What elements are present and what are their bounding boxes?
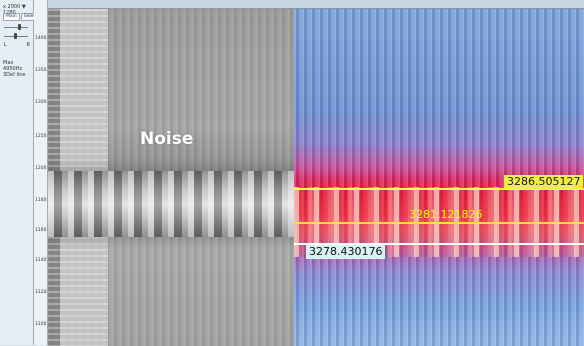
grayscale-spectrogram xyxy=(48,9,294,346)
axis-tick-label: 1180 xyxy=(35,198,47,203)
upper-frequency-tag: 3286.505127 xyxy=(504,175,584,189)
color-spectrogram: 3286.505127 3281.121826 3278.430176 xyxy=(294,9,584,346)
axis-tick-label: 1250 xyxy=(35,134,47,139)
slider-label-left: L xyxy=(4,42,7,48)
slider-labels: L R xyxy=(4,42,30,48)
upper-frequency-marker-line[interactable] xyxy=(294,188,584,190)
middle-frequency-tag: 3281.121826 xyxy=(409,208,483,221)
spectrogram-view[interactable]: Noise 3286.505127 3281.121826 3278.43017… xyxy=(48,8,584,346)
axis-tick-label: 1120 xyxy=(35,290,47,295)
tab-main[interactable]: Main xyxy=(3,13,20,21)
top-toolbar-strip xyxy=(0,0,584,8)
noise-label: Noise xyxy=(140,129,194,149)
axis-tick-label: 1140 xyxy=(35,258,47,263)
lower-frequency-marker-line[interactable] xyxy=(294,243,584,245)
control-tabs: Main Select xyxy=(3,13,41,21)
info-text: Max 4950Hz 3Def line xyxy=(3,60,26,78)
contrast-slider[interactable] xyxy=(4,33,28,39)
gain-slider[interactable] xyxy=(4,24,28,30)
slider-thumb[interactable] xyxy=(14,33,17,39)
axis-tick-label: 1160 xyxy=(35,228,47,233)
slider-label-right: R xyxy=(26,42,30,48)
axis-tick-label: 1200 xyxy=(35,166,47,171)
control-panel: x 2000 ▼ 1280 Main Select L R Max 4950Hz… xyxy=(0,0,41,345)
axis-tick-label: 1100 xyxy=(35,322,47,327)
frequency-axis: 1400 1350 1300 1250 1200 1180 1160 1140 … xyxy=(34,0,48,345)
slider-track xyxy=(4,27,28,28)
axis-tick-label: 1350 xyxy=(35,68,47,73)
slider-thumb[interactable] xyxy=(18,24,21,30)
axis-tick-label: 1300 xyxy=(35,100,47,105)
lower-frequency-tag: 3278.430176 xyxy=(306,245,386,259)
axis-tick-label: 1400 xyxy=(35,36,47,41)
middle-frequency-marker-line[interactable] xyxy=(294,222,584,224)
grayscale-signal-band xyxy=(48,171,294,237)
